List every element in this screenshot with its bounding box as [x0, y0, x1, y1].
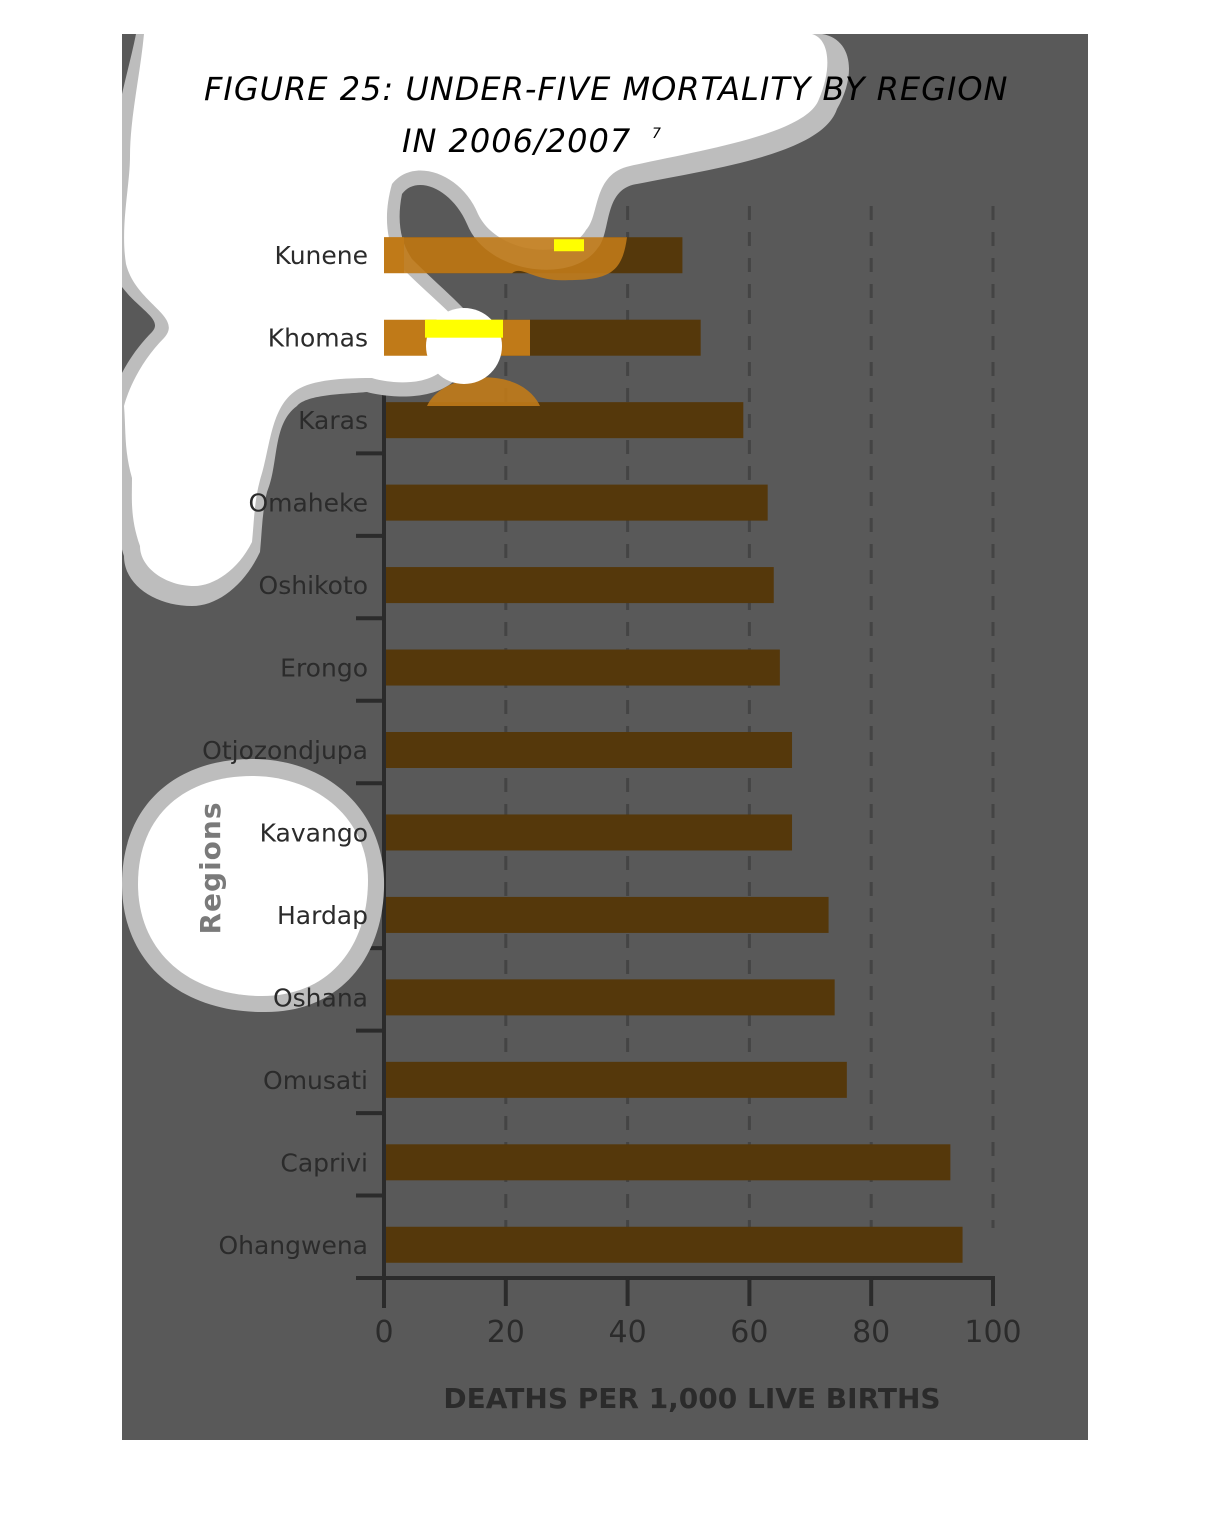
- category-label: Omaheke: [248, 489, 368, 518]
- bar-ohangwena: [384, 1226, 963, 1263]
- overlay-blob-top: [122, 34, 849, 606]
- category-label: Kavango: [260, 818, 368, 847]
- x-tick-label: 60: [730, 1315, 768, 1350]
- x-axis-title: DEATHS PER 1,000 LIVE BIRTHS: [443, 1382, 940, 1415]
- plot-area: [356, 204, 995, 1308]
- chart-title-line1: FIGURE 25: UNDER-FIVE MORTALITY BY REGIO…: [204, 70, 1008, 108]
- category-label: Karas: [298, 406, 368, 435]
- chart-title: FIGURE 25: UNDER-FIVE MORTALITY BY REGIO…: [204, 70, 1008, 160]
- bar-highlight-kunene-stub: [384, 237, 404, 274]
- bar-omaheke: [384, 484, 768, 521]
- chart-title-line2: IN 2006/2007: [402, 122, 631, 160]
- yellow-marker-khomas: [425, 319, 503, 338]
- category-label: Otjozondjupa: [202, 736, 368, 765]
- x-tick-label: 40: [609, 1315, 647, 1350]
- category-label: Khomas: [268, 324, 368, 353]
- bar-caprivi: [384, 1144, 951, 1181]
- category-label: Kunene: [275, 241, 368, 270]
- bar-karas: [384, 402, 744, 439]
- category-label: Erongo: [280, 654, 368, 683]
- bar-oshana: [384, 979, 835, 1016]
- category-label: Ohangwena: [218, 1231, 368, 1260]
- chart-figure: FIGURE 25: UNDER-FIVE MORTALITY BY REGIO…: [122, 34, 1088, 1440]
- chart-canvas: FIGURE 25: UNDER-FIVE MORTALITY BY REGIO…: [122, 34, 1022, 1415]
- category-label: Oshikoto: [259, 571, 368, 600]
- bar-kavango: [384, 814, 793, 851]
- bar-oshikoto: [384, 567, 774, 604]
- bar-highlight-karas-arc: [427, 377, 540, 406]
- label-layer: 0 20 40 60 80 100 Kunene Khomas Karas Omaheke Oshi…: [202, 241, 1021, 1350]
- bar-otjozondjupa: [384, 732, 793, 768]
- category-label: Hardap: [277, 901, 368, 930]
- overlay-blob-left: [122, 759, 385, 1013]
- category-label: Omusati: [263, 1066, 368, 1095]
- x-tick-label: 80: [852, 1315, 890, 1350]
- x-tick-label: 100: [964, 1315, 1021, 1350]
- bar-erongo: [384, 649, 780, 686]
- category-label: Oshana: [273, 983, 368, 1012]
- x-tick-label: 0: [374, 1315, 393, 1350]
- category-label: Caprivi: [280, 1148, 368, 1177]
- yellow-marker-kunene: [554, 239, 584, 252]
- highlight-layer: [384, 237, 627, 406]
- bar-hardap: [384, 896, 829, 933]
- y-axis-title: Regions: [194, 801, 227, 934]
- highlight-ring: [426, 308, 502, 384]
- bar-omusati: [384, 1061, 847, 1098]
- chart-title-footnote: 7: [652, 126, 661, 142]
- x-tick-label: 20: [487, 1315, 525, 1350]
